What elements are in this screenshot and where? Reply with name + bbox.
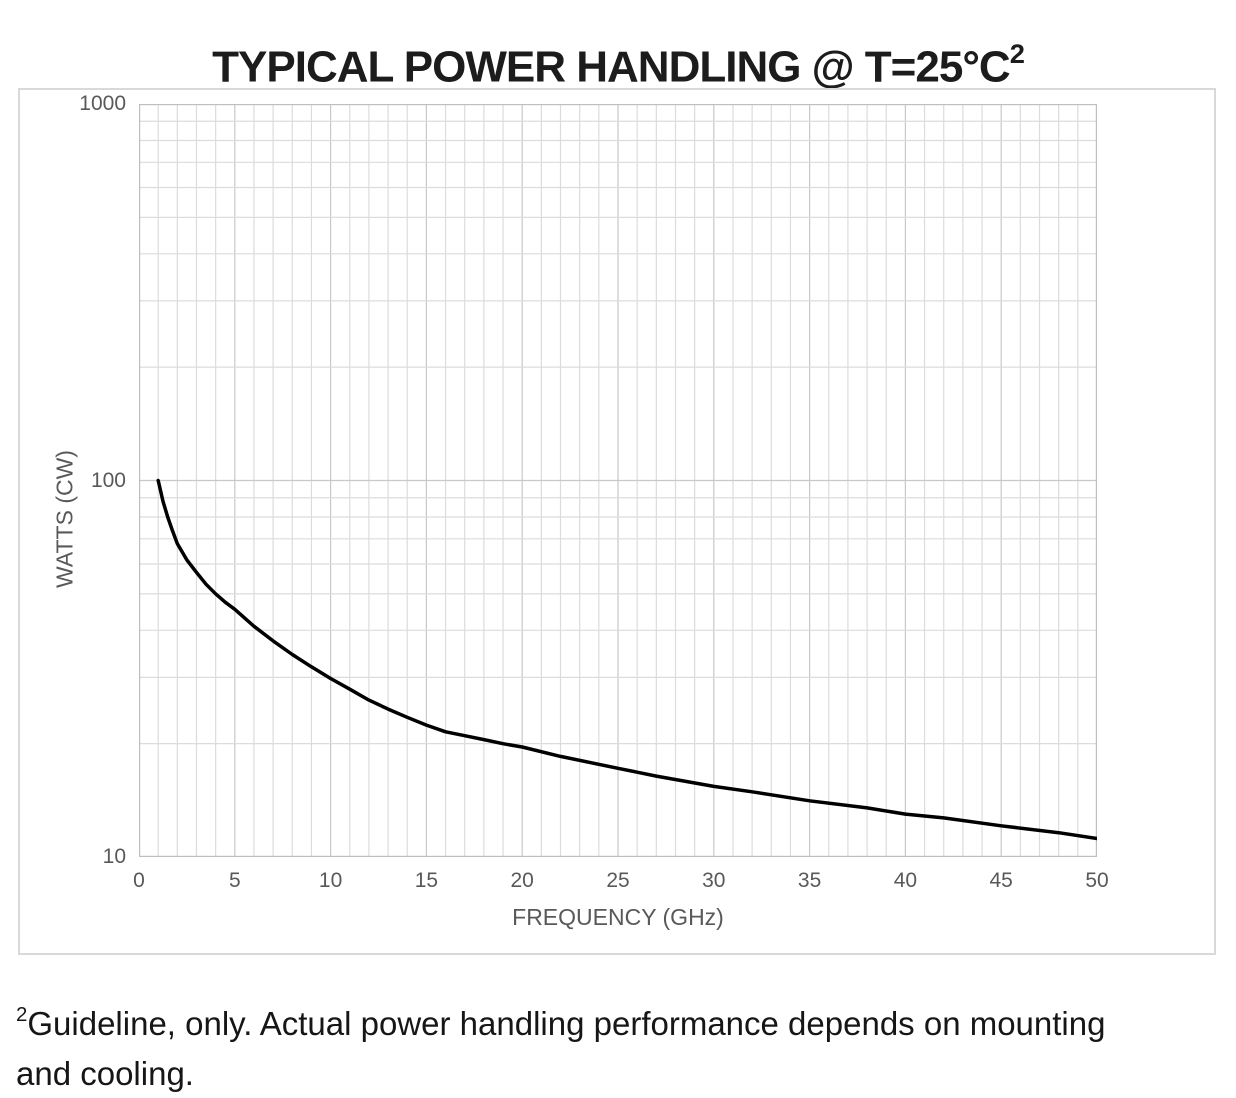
x-tick-label: 35: [797, 869, 822, 892]
x-tick-label: 50: [1085, 869, 1109, 892]
x-tick-label: 30: [702, 869, 726, 892]
y-tick-label: 1000: [79, 92, 126, 116]
power-handling-curve: [156, 478, 1097, 841]
x-tick-label: 45: [989, 869, 1013, 892]
chart-title-superscript: 2: [1009, 38, 1025, 70]
plot-area: [139, 104, 1097, 857]
x-tick-label: 0: [133, 869, 145, 892]
x-tick-label: 40: [893, 869, 918, 892]
chart-frame: WATTS (CW) 1000 100 10 0 5 10 15 20 25 30 35 40 45 5…: [18, 88, 1216, 955]
chart-title-text: TYPICAL POWER HANDLING @ T=25°C: [212, 43, 1011, 93]
x-tick-label: 5: [228, 869, 241, 892]
footnote-superscript: 2: [16, 1002, 28, 1026]
x-tick-label: 15: [414, 869, 439, 892]
plot-border: [139, 104, 1097, 857]
x-axis-title: FREQUENCY (GHz): [512, 904, 724, 930]
chart-title: TYPICAL POWER HANDLING @ T=25°C2: [0, 38, 1236, 93]
y-tick-label: 10: [102, 845, 126, 869]
x-tick-label: 20: [510, 869, 534, 892]
x-tick-label: 10: [318, 869, 343, 892]
footnote: 2Guideline, only. Actual power handling …: [16, 999, 1141, 1098]
y-tick-label: 100: [90, 468, 126, 492]
x-tick-label: 25: [606, 869, 630, 892]
footnote-text: Guideline, only. Actual power handling p…: [16, 1005, 1106, 1092]
